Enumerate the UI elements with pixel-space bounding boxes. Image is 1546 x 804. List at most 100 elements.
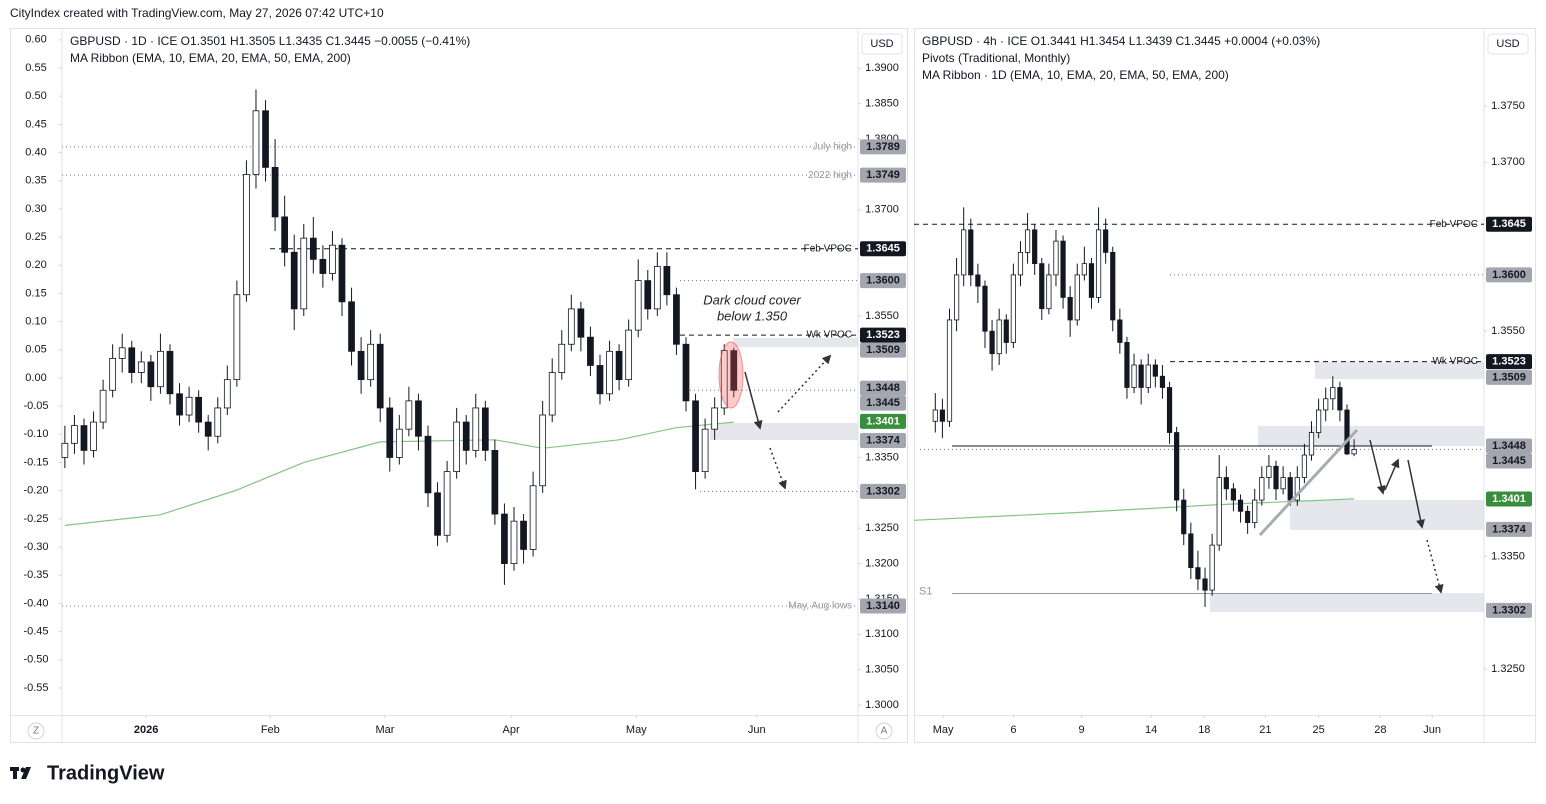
control-label[interactable]: A bbox=[881, 726, 888, 737]
candle-body bbox=[1230, 488, 1237, 501]
price-badge-label: 1.3401 bbox=[1492, 493, 1526, 505]
candle-body bbox=[1081, 263, 1087, 276]
candle-body bbox=[109, 358, 117, 391]
y2-tick-label: 0.40 bbox=[25, 146, 46, 158]
price-badge-label: 1.3140 bbox=[866, 600, 900, 612]
control-button[interactable] bbox=[27, 722, 45, 740]
price-badge bbox=[1486, 267, 1532, 283]
price-badge-label: 1.3789 bbox=[866, 141, 900, 153]
zone bbox=[1258, 426, 1484, 446]
price-badge bbox=[1486, 602, 1532, 618]
level-name: Feb VPOC bbox=[1430, 219, 1478, 230]
candle-body bbox=[434, 492, 441, 536]
candle-body bbox=[1323, 398, 1329, 411]
candle-body bbox=[367, 343, 375, 381]
price-badge-label: 1.3448 bbox=[866, 382, 900, 394]
candle-body bbox=[968, 229, 974, 276]
y2-tick-label: -0.15 bbox=[23, 456, 48, 468]
x-tick-label: Feb bbox=[261, 724, 280, 736]
candle-body bbox=[157, 350, 164, 388]
y2-tick-label: 0.20 bbox=[25, 259, 46, 271]
candle-body bbox=[1280, 477, 1286, 490]
x-tick-label: May bbox=[626, 724, 647, 736]
y-tick-label: 1.3550 bbox=[865, 310, 899, 322]
x-tick-label: 14 bbox=[1145, 724, 1157, 736]
candle-body bbox=[1024, 229, 1031, 253]
candle-body bbox=[386, 407, 394, 458]
candle-body bbox=[1209, 544, 1215, 591]
y2-tick-label: 0.10 bbox=[25, 316, 46, 328]
legend-indicator: Pivots (Traditional, Monthly) bbox=[922, 51, 1070, 65]
arrow bbox=[1384, 458, 1400, 491]
legend-title: GBPUSD · 4h · ICE O1.3441 H1.3454 L1.343… bbox=[922, 34, 1320, 48]
candle-body bbox=[653, 266, 661, 310]
annotation: Dark cloud cover bbox=[703, 292, 801, 307]
candle-body bbox=[80, 425, 88, 451]
price-badge-label: 1.3401 bbox=[866, 415, 900, 427]
candle-body bbox=[1266, 465, 1272, 478]
level-name: S1 bbox=[919, 585, 932, 597]
control-button[interactable] bbox=[875, 722, 893, 740]
arrow bbox=[1369, 439, 1386, 495]
ma-line bbox=[64, 421, 734, 526]
currency: USD bbox=[1496, 38, 1519, 50]
candle-body bbox=[1003, 319, 1009, 343]
candle-body bbox=[1216, 477, 1222, 546]
candle-body bbox=[1088, 263, 1095, 298]
arrow bbox=[744, 371, 763, 430]
candle-body bbox=[932, 409, 938, 422]
candle-body bbox=[1095, 229, 1102, 298]
candle-body bbox=[128, 347, 136, 373]
candle-body bbox=[491, 449, 499, 515]
candle-body bbox=[1060, 240, 1066, 298]
level-name: Wk VPOC bbox=[806, 330, 852, 341]
price-badge bbox=[860, 241, 906, 257]
price-badge bbox=[860, 395, 906, 411]
price-badge bbox=[860, 167, 906, 183]
candle-body bbox=[1223, 477, 1229, 490]
zone bbox=[1210, 593, 1484, 612]
y2-tick-label: -0.45 bbox=[23, 625, 48, 637]
y-tick-label: 1.3550 bbox=[1491, 325, 1525, 337]
candle-body bbox=[1103, 229, 1109, 253]
control-label[interactable]: Z bbox=[33, 726, 39, 737]
candle-body bbox=[472, 407, 480, 451]
candle-body bbox=[1166, 387, 1173, 433]
candle-body bbox=[529, 485, 537, 550]
price-badge-label: 1.3302 bbox=[1492, 604, 1526, 616]
candle-body bbox=[176, 393, 183, 416]
candle-body bbox=[577, 308, 585, 338]
zone bbox=[733, 338, 858, 347]
price-badge-label: 1.3523 bbox=[1492, 355, 1526, 367]
currency-box bbox=[1487, 33, 1529, 55]
y2-tick-label: -0.25 bbox=[23, 513, 48, 525]
y2-tick-label: 0.50 bbox=[25, 90, 46, 102]
price-badge bbox=[860, 598, 906, 614]
y2-tick-label: -0.35 bbox=[23, 569, 48, 581]
candle-body bbox=[1067, 297, 1073, 321]
candle-body bbox=[673, 294, 680, 345]
candle-body bbox=[644, 280, 652, 310]
candle-body bbox=[1074, 274, 1080, 321]
candle-body bbox=[1188, 533, 1194, 569]
candle-body bbox=[975, 274, 981, 287]
legend-indicator: MA Ribbon (EMA, 10, EMA, 20, EMA, 50, EM… bbox=[70, 51, 351, 65]
candle-body bbox=[137, 361, 145, 373]
candle-body bbox=[520, 520, 527, 550]
candle-body bbox=[1124, 342, 1130, 388]
candle-body bbox=[730, 350, 738, 391]
candle-body bbox=[309, 237, 317, 260]
candle-body bbox=[548, 372, 556, 416]
candle-body bbox=[338, 244, 346, 303]
candle-body bbox=[961, 229, 967, 276]
candle-body bbox=[166, 350, 174, 395]
candle-body bbox=[1301, 454, 1308, 478]
candle-body bbox=[357, 350, 365, 381]
candle-body bbox=[271, 166, 279, 218]
price-badge bbox=[1486, 369, 1532, 385]
candle-body bbox=[989, 330, 995, 355]
y-tick-label: 1.3700 bbox=[1491, 156, 1525, 168]
price-badge-label: 1.3374 bbox=[866, 434, 901, 446]
